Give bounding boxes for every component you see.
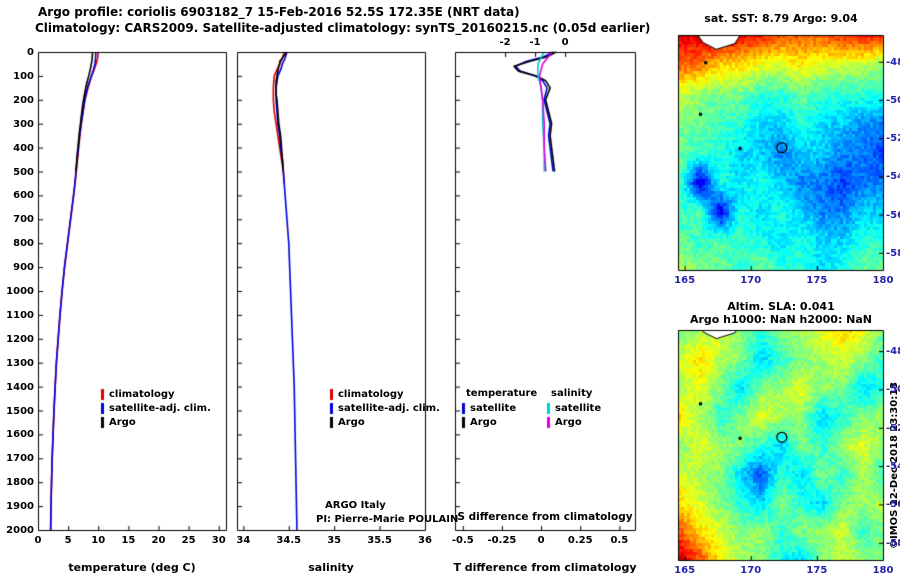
sla-map-subtitle: Argo h1000: NaN h2000: NaN (689, 313, 873, 326)
difference-salinity-legend-label: satellite (555, 403, 602, 414)
depth-y-tick: 1100 (6, 309, 34, 321)
difference-top-x-tick: 0 (561, 37, 569, 48)
salinity-x-tick: 36 (418, 535, 432, 546)
temperature-legend-label: satellite-adj. clim. (109, 403, 211, 414)
latitude-tick: -48 (886, 346, 900, 358)
latitude-tick: -54 (886, 461, 900, 473)
figure-title-line2: Climatology: CARS2009. Satellite-adjuste… (35, 21, 651, 35)
depth-y-tick: 100 (13, 70, 34, 82)
temperature-x-tick: 10 (91, 535, 106, 546)
longitude-tick: 180 (872, 275, 894, 286)
salinity-x-tick: 35 (327, 535, 342, 546)
longitude-tick: 175 (806, 565, 828, 576)
difference-top-x-tick: -2 (499, 37, 511, 48)
depth-y-tick: 900 (13, 262, 34, 274)
temperature-x-tick: 0 (34, 535, 42, 546)
depth-y-tick: 1500 (6, 405, 34, 417)
depth-y-tick: 1800 (6, 477, 34, 489)
depth-y-tick: 300 (13, 118, 34, 130)
temperature-x-tick: 5 (64, 535, 72, 546)
depth-y-tick: 400 (13, 142, 34, 154)
salinity-legend-label: Argo (338, 417, 365, 428)
depth-y-tick: 200 (13, 94, 34, 106)
salinity-axis-label: salinity (308, 561, 354, 574)
difference-legend-header-temperature: temperature (466, 388, 538, 399)
temperature-x-tick: 25 (181, 535, 196, 546)
difference-x-tick: -0.5 (451, 535, 474, 546)
latitude-tick: -54 (886, 171, 900, 183)
salinity-x-tick: 34 (236, 535, 251, 546)
depth-y-tick: 0 (27, 47, 34, 58)
difference-temperature-legend-label: Argo (470, 417, 497, 428)
salinity-x-tick: 34.5 (276, 535, 302, 546)
depth-y-tick: 1700 (6, 453, 34, 465)
temperature-axis-label: temperature (deg C) (68, 561, 196, 574)
depth-y-tick: 800 (13, 238, 34, 250)
latitude-tick: -56 (886, 209, 900, 221)
latitude-tick: -50 (886, 94, 900, 106)
difference-top-x-tick: -1 (529, 37, 541, 48)
temperature-legend-label: Argo (109, 417, 136, 428)
depth-y-tick: 1000 (6, 286, 34, 297)
figure-title-line1: Argo profile: coriolis 6903182_7 15-Feb-… (38, 5, 520, 19)
latitude-tick: -50 (886, 384, 900, 396)
depth-y-tick: 1300 (6, 357, 34, 369)
salinity-x-tick: 35.5 (367, 535, 392, 546)
difference-legend-header-salinity: salinity (551, 388, 593, 399)
depth-y-tick: 500 (13, 166, 34, 178)
longitude-tick: 165 (674, 565, 696, 576)
longitude-tick: 180 (872, 565, 894, 576)
longitude-tick: 165 (674, 275, 696, 286)
temperature-x-tick: 20 (151, 535, 166, 546)
latitude-tick: -58 (886, 247, 900, 259)
difference-x-tick: 0.25 (567, 535, 593, 546)
salinity-legend-label: climatology (338, 389, 404, 400)
difference-x-tick: -0.25 (487, 535, 517, 546)
difference-x-tick: 0.5 (610, 535, 629, 546)
temperature-x-tick: 15 (121, 535, 136, 546)
credit-pi: PI: Pierre-Marie POULAIN (316, 514, 459, 525)
sst-map-title: sat. SST: 8.79 Argo: 9.04 (704, 12, 858, 25)
longitude-tick: 170 (740, 275, 762, 286)
latitude-tick: -48 (886, 56, 900, 68)
latitude-tick: -56 (886, 499, 900, 511)
depth-y-tick: 1400 (6, 381, 34, 393)
longitude-tick: 170 (740, 565, 762, 576)
depth-y-tick: 1200 (6, 333, 34, 345)
difference-temperature-legend-label: satellite (470, 403, 517, 414)
latitude-tick: -58 (886, 537, 900, 549)
credit-org: ARGO Italy (325, 500, 386, 511)
t-difference-axis-label: T difference from climatology (453, 561, 637, 574)
salinity-legend-label: satellite-adj. clim. (338, 403, 440, 414)
s-difference-axis-label: S difference from climatology (457, 511, 633, 523)
difference-salinity-legend-label: Argo (555, 417, 582, 428)
sla-map-title: Altim. SLA: 0.041 (727, 300, 835, 313)
longitude-tick: 175 (806, 275, 828, 286)
temperature-x-tick: 30 (211, 535, 226, 546)
depth-y-tick: 1900 (6, 501, 34, 513)
depth-y-tick: 600 (13, 190, 34, 202)
depth-y-tick: 700 (13, 214, 34, 226)
depth-y-tick: 2000 (6, 525, 34, 536)
depth-y-tick: 1600 (6, 429, 34, 441)
latitude-tick: -52 (886, 133, 900, 145)
latitude-tick: -52 (886, 422, 900, 434)
difference-x-tick: 0 (537, 535, 545, 546)
temperature-legend-label: climatology (109, 389, 175, 400)
